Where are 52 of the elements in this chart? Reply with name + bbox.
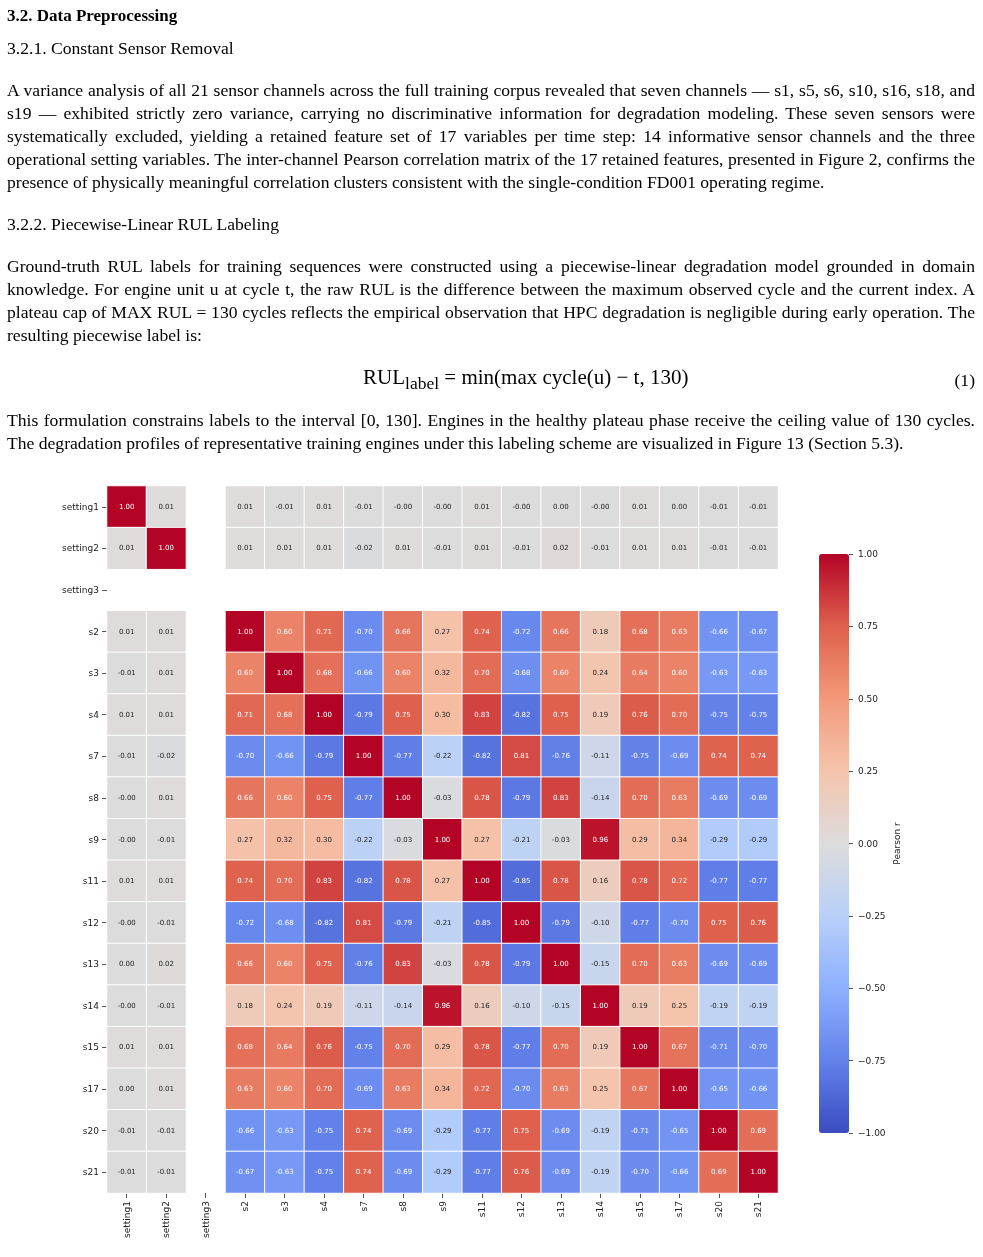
x-tick-label: s3	[279, 1201, 290, 1212]
y-tick-label: s12	[82, 917, 99, 928]
y-tick-label: s14	[82, 1001, 100, 1012]
color-bar-label: 0.50	[858, 693, 879, 704]
x-tick-label: s21	[753, 1201, 764, 1218]
x-tick-label: s7	[358, 1201, 369, 1212]
color-bar-label: −0.75	[858, 1055, 886, 1066]
x-tick-label: s17	[674, 1201, 685, 1218]
color-bar-label: −0.25	[858, 911, 886, 922]
y-tick-label: s9	[88, 834, 100, 845]
x-tick-label: s15	[634, 1201, 645, 1218]
x-tick-label: setting1	[121, 1201, 132, 1239]
chart-title: 3.2. Data Preprocessing	[7, 5, 179, 27]
text: 3.2.2. Piecewise-Linear RUL Labeling	[7, 213, 280, 236]
text: 3.2.1. Constant Sensor Removal	[7, 37, 235, 60]
x-tick-label: s4	[319, 1200, 330, 1212]
text: A variance analysis of all 21 sensor channels across the full training corpus revealed that seven channels — s1, s5, s6, s10, s16, s18, and s19 — exhibited strictly zero variance, carrying no discriminative information for degradation modeling. These seven sensors were systematically excluded, yielding a retained feature set of 17 variables per time step: 14 informative sensor channels and the three operational setting variables. The inter-channel Pearson correlation matrix of the 17 retained features, presented in Figure 2, confirms the presence of physically meaningful correlation clusters consistent with the single-condition FD001 operating regime.	[7, 79, 975, 194]
x-tick-label: s9	[437, 1200, 448, 1212]
y-tick-label: setting3	[62, 585, 99, 596]
x-tick-label: s14	[595, 1200, 606, 1218]
color-bar-label: 1.00	[858, 549, 879, 560]
x-tick-label: setting3	[200, 1201, 211, 1239]
y-tick-label: s17	[82, 1084, 99, 1095]
y-tick-label: s7	[88, 751, 99, 762]
color-bar-label: −1.00	[858, 1128, 886, 1139]
x-tick-label: s20	[713, 1200, 724, 1218]
x-tick-label: s2	[240, 1201, 251, 1212]
color-bar-label: 0.25	[858, 766, 879, 777]
y-tick-label: s4	[88, 709, 100, 720]
x-tick-label: s13	[555, 1201, 566, 1218]
text: (1)	[954, 369, 975, 393]
y-tick-label: s2	[88, 626, 99, 637]
y-tick-label: setting1	[62, 501, 99, 512]
x-tick-label: s12	[516, 1201, 527, 1218]
text: Ground-truth RUL labels for training sequences were constructed using a piecewise-linear degradation model grounded in domain knowledge. For engine unit u at cycle t, the raw RUL is the difference between the maximum observed cycle and the current index. A plateau cap of MAX RUL = 130 cycles reflects the empirical observation that HPC degradation is negligible during early operation. The resulting piecewise label is:	[7, 255, 975, 347]
color-bar-label: 0.00	[858, 838, 879, 849]
y-tick-label: s3	[88, 668, 99, 679]
y-tick-label: s8	[88, 793, 100, 804]
color-bar-label: −0.50	[858, 983, 886, 994]
x-tick-label: s8	[398, 1200, 409, 1212]
color-bar-label: 0.75	[858, 621, 879, 632]
text: This formulation constrains labels to the interval [0, 130]. Engines in the healthy plateau phase receive the ceiling value of 130 cycles. The degradation profiles of representative training engines under this labeling scheme are visualized in Figure 13 (Section 5.3).	[7, 409, 975, 456]
y-tick-label: s21	[82, 1167, 99, 1178]
y-tick-label: s15	[82, 1042, 99, 1053]
y-tick-label: s11	[82, 876, 99, 887]
text: RUL$_{label}$ = min(max cycle(u) − t, 130)	[362, 365, 690, 396]
y-tick-label: s20	[82, 1125, 100, 1136]
x-tick-label: s11	[476, 1201, 487, 1218]
color-bar-title: Pearson r	[891, 822, 902, 865]
x-tick-label: setting2	[161, 1201, 172, 1239]
y-tick-label: setting2	[62, 543, 99, 554]
y-tick-label: s13	[82, 959, 99, 970]
